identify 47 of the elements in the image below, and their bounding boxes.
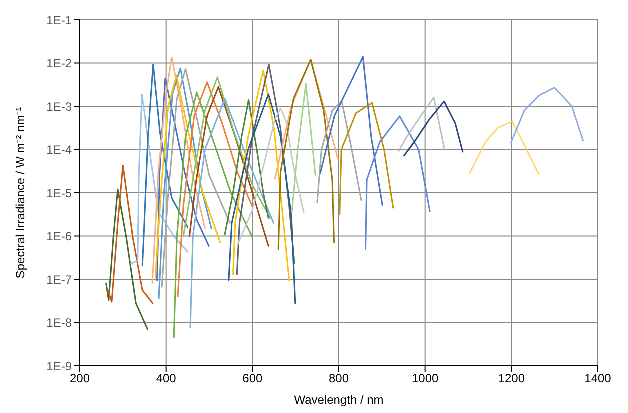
line-series <box>142 64 189 266</box>
x-tick-label: 1200 <box>498 372 526 386</box>
line-series <box>190 98 275 329</box>
line-series <box>177 82 254 298</box>
line-series <box>188 86 270 247</box>
y-tick-label: 1E-7 <box>46 272 72 287</box>
line-series <box>106 188 149 330</box>
line-series <box>232 70 290 282</box>
x-tick-label: 800 <box>328 372 350 386</box>
line-series <box>154 74 222 278</box>
line-series <box>182 76 272 237</box>
line-series <box>365 116 431 250</box>
y-tick-label: 1E-4 <box>46 143 72 158</box>
x-tick-label: 400 <box>156 372 177 386</box>
line-series <box>398 96 446 152</box>
line-series <box>320 56 384 206</box>
line-series <box>156 78 210 282</box>
line-series <box>469 120 540 176</box>
line-series <box>161 68 231 288</box>
line-series <box>106 164 154 304</box>
line-series <box>339 102 394 216</box>
line-series <box>510 87 584 144</box>
y-tick-label: 1E-2 <box>46 56 72 71</box>
y-tick-label: 1E-3 <box>46 100 72 114</box>
line-series <box>130 94 189 265</box>
line-series <box>158 68 212 300</box>
line-series <box>316 100 362 204</box>
line-series <box>236 64 296 276</box>
y-axis-title: Spectral Irradiance / W m⁻² nm⁻¹ <box>13 107 28 279</box>
line-series <box>224 99 270 236</box>
x-tick-label: 600 <box>242 372 263 386</box>
y-tick-label: 1E-5 <box>46 186 72 200</box>
x-tick-label: 200 <box>70 372 90 386</box>
y-tick-label: 1E-8 <box>46 316 72 330</box>
y-tick-label: 1E-6 <box>46 230 72 244</box>
x-tick-label: 1000 <box>412 372 440 386</box>
x-tick-label: 1400 <box>584 372 612 386</box>
line-series <box>228 94 296 304</box>
x-axis-title: Wavelength / nm <box>294 393 384 407</box>
line-series <box>278 59 335 250</box>
line-series <box>403 100 464 157</box>
y-tick-label: 1E-1 <box>46 13 72 28</box>
line-series <box>237 108 305 246</box>
line-series <box>291 83 316 214</box>
y-tick-label: 1E-9 <box>46 359 72 374</box>
line-series <box>173 92 254 338</box>
line-series <box>152 56 206 284</box>
